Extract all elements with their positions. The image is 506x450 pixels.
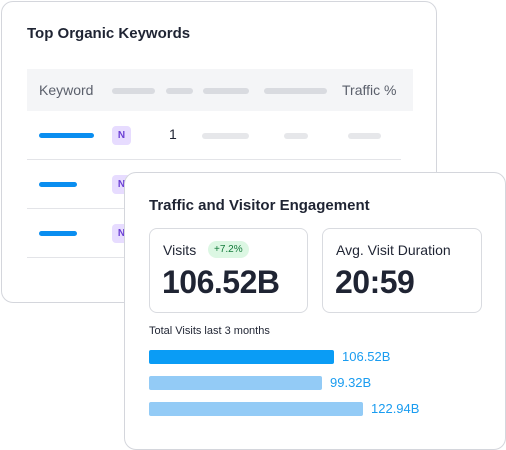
visits-delta-badge: +7.2%: [208, 241, 249, 258]
visits-bar-row: 99.32B: [149, 375, 489, 390]
visits-bar: [149, 350, 334, 364]
keywords-card-title: Top Organic Keywords: [27, 25, 191, 42]
visits-bar-label: 99.32B: [330, 375, 372, 390]
duration-label: Avg. Visit Duration: [336, 242, 451, 258]
visits-label: Visits: [163, 242, 197, 258]
table-row[interactable]: N 1: [27, 111, 401, 160]
avg-visit-duration-metric: Avg. Visit Duration 20:59: [322, 228, 482, 313]
duration-value: 20:59: [335, 264, 415, 300]
column-header-placeholder: [264, 88, 327, 94]
visits-bar: [149, 376, 322, 390]
total-visits-subtitle: Total Visits last 3 months: [149, 325, 270, 337]
visits-bar: [149, 402, 363, 416]
column-header-placeholder: [112, 88, 155, 94]
column-header-traffic[interactable]: Traffic %: [342, 82, 397, 98]
traffic-card-title: Traffic and Visitor Engagement: [149, 197, 370, 214]
visits-bar-row: 122.94B: [149, 401, 489, 416]
cell-placeholder: [202, 133, 249, 139]
keyword-link-placeholder[interactable]: [39, 231, 77, 236]
column-header-keyword[interactable]: Keyword: [39, 82, 94, 98]
visits-metric: Visits +7.2% 106.52B: [149, 228, 308, 313]
cell-placeholder: [284, 133, 308, 139]
column-header-placeholder: [166, 88, 193, 94]
visits-value: 106.52B: [162, 264, 280, 300]
keyword-link-placeholder[interactable]: [39, 182, 77, 187]
keyword-link-placeholder[interactable]: [39, 133, 94, 138]
visits-bar-row: 106.52B: [149, 349, 489, 364]
keywords-table-header: Keyword Traffic %: [27, 69, 413, 111]
visits-bar-label: 122.94B: [371, 401, 420, 416]
keyword-position: 1: [169, 126, 177, 142]
visits-bar-label: 106.52B: [342, 349, 391, 364]
traffic-engagement-card: Traffic and Visitor Engagement Visits +7…: [124, 172, 506, 450]
column-header-placeholder: [203, 88, 249, 94]
intent-badge: N: [112, 126, 131, 145]
cell-placeholder: [348, 133, 381, 139]
